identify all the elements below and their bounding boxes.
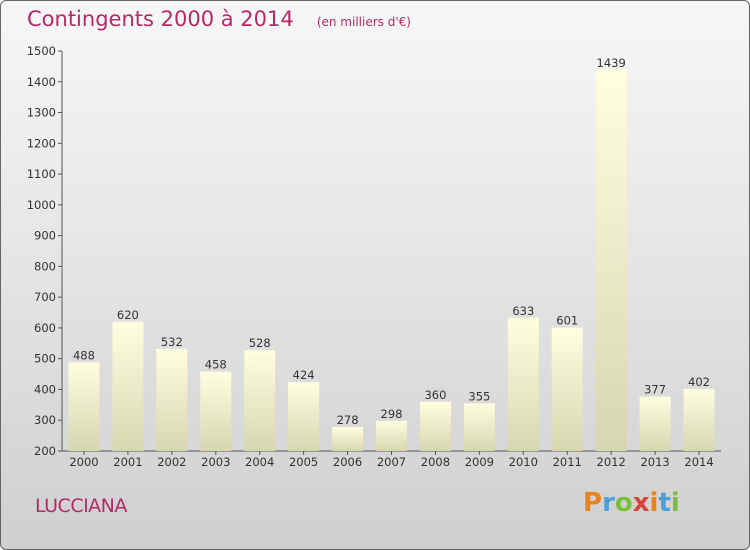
bar-value-label: 620 — [117, 308, 139, 322]
y-tick-label: 1000 — [27, 198, 56, 212]
x-tick-label: 2010 — [509, 455, 538, 469]
commune-name: LUCCIANA — [35, 495, 127, 517]
bar-value-label: 633 — [512, 304, 534, 318]
bar — [463, 403, 495, 451]
bar-value-label: 1439 — [597, 56, 626, 70]
logo-letter: i — [649, 488, 659, 518]
bar-value-label: 355 — [468, 389, 490, 403]
bar-value-label: 377 — [644, 383, 666, 397]
x-tick-label: 2004 — [245, 455, 274, 469]
y-tick-label: 1400 — [27, 75, 56, 89]
x-tick-label: 2008 — [421, 455, 450, 469]
logo-letter: i — [670, 488, 680, 518]
bar — [68, 362, 100, 451]
y-tick-label: 500 — [34, 352, 56, 366]
chart-title: Contingents 2000 à 2014 — [27, 7, 294, 31]
bar — [551, 327, 583, 451]
logo-letter: P — [583, 488, 603, 518]
bar — [595, 69, 627, 452]
bar — [332, 427, 364, 451]
bar — [419, 401, 451, 451]
proxiti-logo: Proxiti — [583, 488, 680, 518]
logo-letter: t — [658, 488, 671, 518]
bar — [376, 420, 407, 451]
y-tick-label: 1100 — [27, 167, 56, 181]
bar-value-label: 488 — [73, 348, 95, 362]
bar — [112, 321, 144, 451]
bar-value-label: 532 — [161, 335, 183, 349]
bar-value-label: 402 — [688, 375, 710, 389]
bar — [156, 348, 188, 451]
y-tick-label: 600 — [34, 321, 56, 335]
x-tick-label: 2006 — [333, 455, 362, 469]
x-tick-label: 2005 — [289, 455, 318, 469]
x-tick-label: 2011 — [553, 455, 582, 469]
bar — [683, 388, 715, 451]
y-tick-label: 200 — [34, 444, 56, 458]
bar — [288, 382, 320, 451]
bar-value-label: 278 — [337, 413, 359, 427]
x-tick-label: 2014 — [684, 455, 713, 469]
bar-value-label: 298 — [381, 407, 403, 421]
y-tick-label: 1500 — [27, 44, 56, 58]
y-tick-label: 900 — [34, 229, 56, 243]
x-tick-label: 2000 — [69, 455, 98, 469]
y-tick-label: 800 — [34, 259, 56, 273]
logo-letter: r — [602, 488, 615, 518]
bar — [244, 350, 276, 451]
y-tick-label: 400 — [34, 382, 56, 396]
bar-value-label: 458 — [205, 358, 227, 372]
bar-value-label: 360 — [424, 388, 446, 402]
bar-value-label: 424 — [293, 368, 315, 382]
x-tick-label: 2009 — [465, 455, 494, 469]
x-tick-label: 2013 — [640, 455, 669, 469]
y-tick-label: 1200 — [27, 136, 56, 150]
y-tick-label: 700 — [34, 290, 56, 304]
chart-subtitle: (en milliers d'€) — [316, 15, 411, 29]
title-row: Contingents 2000 à 2014 (en milliers d'€… — [27, 7, 411, 31]
x-tick-label: 2002 — [157, 455, 186, 469]
logo-letter: o — [614, 488, 633, 518]
bar — [639, 396, 671, 451]
bar-value-label: 601 — [556, 314, 578, 328]
x-tick-label: 2001 — [113, 455, 142, 469]
logo-letter: x — [632, 488, 650, 518]
y-tick-label: 1300 — [27, 106, 56, 120]
x-tick-label: 2012 — [597, 455, 626, 469]
bar — [200, 371, 232, 451]
bar — [507, 317, 539, 451]
x-tick-label: 2007 — [377, 455, 406, 469]
bar-value-label: 528 — [249, 336, 271, 350]
y-tick-label: 300 — [34, 413, 56, 427]
x-tick-label: 2003 — [201, 455, 230, 469]
